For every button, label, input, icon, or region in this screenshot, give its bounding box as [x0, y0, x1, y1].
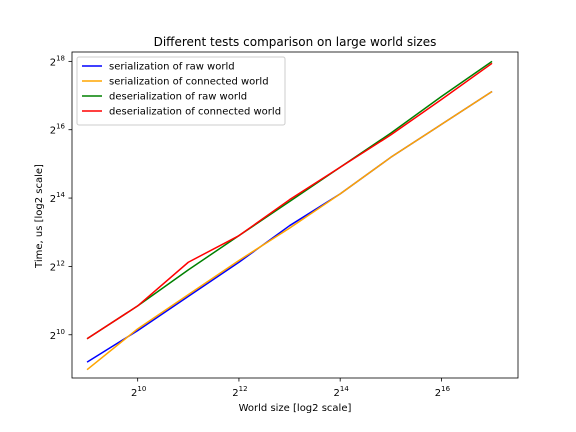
legend-label-4: deserialization of connected world — [109, 107, 281, 118]
legend-label-2: serialization of connected world — [109, 77, 269, 88]
legend-label-3: deserialization of raw world — [109, 92, 247, 103]
y-axis-label: Time, us [log2 scale] — [34, 164, 45, 269]
x-axis-label: World size [log2 scale] — [239, 403, 352, 414]
chart-title: Different tests comparison on large worl… — [154, 35, 437, 49]
legend-label-1: serialization of raw world — [109, 62, 235, 73]
legend: serialization of raw world serialization … — [77, 57, 285, 125]
